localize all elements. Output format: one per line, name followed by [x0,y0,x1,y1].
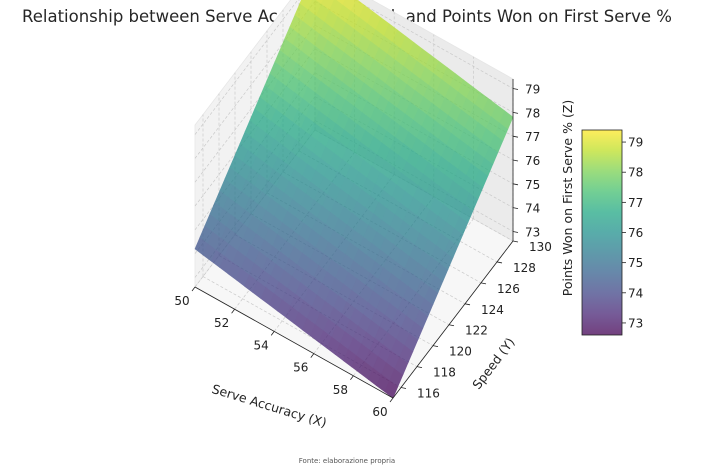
y-tick-mark [448,324,455,327]
x-tick-mark [191,286,196,292]
gridline-z-left [194,1,316,159]
z-tick-label: 78 [525,106,540,120]
y-tick-mark [480,282,487,285]
gridline-z-left [194,24,316,183]
z-tick-label: 75 [525,178,540,192]
gridline-y-floor [202,276,402,388]
z-tick-label: 74 [525,202,540,216]
z-tick-mark [512,135,519,138]
surface-patch [336,0,346,6]
y-tick-mark [464,303,471,306]
y-tick-label: 130 [529,240,552,254]
z-tick-mark [512,88,519,90]
z-tick-label: 73 [525,225,540,239]
colorbar-tick-label: 79 [628,136,643,150]
y-tick-label: 116 [417,387,440,401]
colorbar-tick-label: 74 [628,286,643,300]
z-tick-label: 76 [525,154,540,168]
y-tick-mark [496,261,503,264]
y-tick-label: 124 [481,303,504,317]
y-tick-label: 128 [513,261,536,275]
x-tick-mark [270,331,275,336]
y-axis-ticks: 116 118 120 122 124 126 128 130 [400,240,552,401]
y-tick-mark [432,345,439,348]
x-tick-label: 60 [372,405,387,419]
x-tick-mark [350,375,354,381]
y-tick-label: 120 [449,345,472,359]
z-tick-mark [512,231,519,233]
z-tick-label: 77 [525,130,540,144]
z-tick-mark [512,111,519,114]
z-tick-mark [512,207,519,210]
colorbar-tick-label: 78 [628,166,643,180]
colorbar-tick-label: 77 [628,196,643,210]
colorbar-gradient [581,129,623,336]
y-tick-label: 118 [433,366,456,380]
y-axis-line [392,240,514,399]
surface-plot [194,0,514,399]
x-tick-label: 50 [174,294,189,308]
y-tick-label: 126 [497,282,520,296]
x-axis-label: Serve Accuracy (X) [210,381,328,430]
x-tick-mark [389,397,394,403]
colorbar: 73 74 75 76 77 78 79 [581,129,643,336]
y-tick-mark [416,366,423,368]
surface-patch [315,0,324,5]
z-axis-ticks: 73 74 75 76 77 78 79 [512,83,540,239]
colorbar-tick-label: 75 [628,256,643,270]
gridline-z-left [194,48,316,207]
z-tick-label: 79 [525,83,540,97]
y-tick-label: 122 [465,324,488,338]
y-axis-label: Speed (Y) [469,335,517,392]
gridline-z-left [194,0,299,135]
x-tick-mark [310,353,315,358]
x-axis-ticks: 50 52 54 56 58 60 [174,286,394,419]
z-axis-label: Points Won on First Serve % (Z) [560,100,575,297]
x-tick-label: 56 [293,361,308,375]
x-axis-line [194,286,394,399]
colorbar-tick-label: 76 [628,226,643,240]
y-tick-mark [400,387,407,389]
z-tick-mark [512,159,519,162]
x-tick-mark [231,308,235,314]
surface-patch [321,0,335,11]
x-tick-label: 54 [254,338,269,352]
z-tick-mark [512,183,519,186]
y-tick-mark [512,240,519,243]
surface-patch [342,0,357,12]
source-note: Fonte: elaborazione propria [299,457,395,465]
colorbar-tick-label: 73 [628,316,643,330]
x-tick-label: 58 [333,383,348,397]
x-tick-label: 52 [214,316,229,330]
